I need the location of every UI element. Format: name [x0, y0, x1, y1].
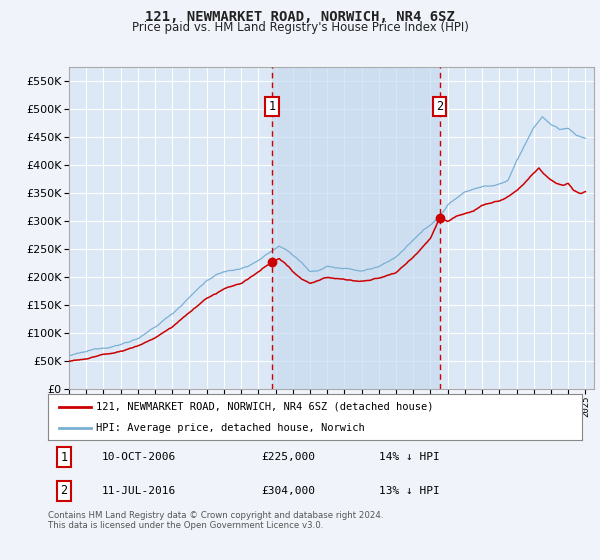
- Text: Contains HM Land Registry data © Crown copyright and database right 2024.
This d: Contains HM Land Registry data © Crown c…: [48, 511, 383, 530]
- Text: 2: 2: [436, 100, 443, 113]
- Text: 14% ↓ HPI: 14% ↓ HPI: [379, 452, 440, 462]
- Text: 11-JUL-2016: 11-JUL-2016: [101, 486, 176, 496]
- Text: £225,000: £225,000: [262, 452, 316, 462]
- Text: 10-OCT-2006: 10-OCT-2006: [101, 452, 176, 462]
- Bar: [272, 67, 440, 389]
- Text: 1: 1: [61, 451, 68, 464]
- Text: 13% ↓ HPI: 13% ↓ HPI: [379, 486, 440, 496]
- Text: £304,000: £304,000: [262, 486, 316, 496]
- Text: Price paid vs. HM Land Registry's House Price Index (HPI): Price paid vs. HM Land Registry's House …: [131, 21, 469, 34]
- Text: 121, NEWMARKET ROAD, NORWICH, NR4 6SZ: 121, NEWMARKET ROAD, NORWICH, NR4 6SZ: [145, 10, 455, 24]
- Text: HPI: Average price, detached house, Norwich: HPI: Average price, detached house, Norw…: [96, 423, 365, 433]
- Text: 1: 1: [268, 100, 275, 113]
- Text: 121, NEWMARKET ROAD, NORWICH, NR4 6SZ (detached house): 121, NEWMARKET ROAD, NORWICH, NR4 6SZ (d…: [96, 402, 434, 412]
- Text: 2: 2: [61, 484, 68, 497]
